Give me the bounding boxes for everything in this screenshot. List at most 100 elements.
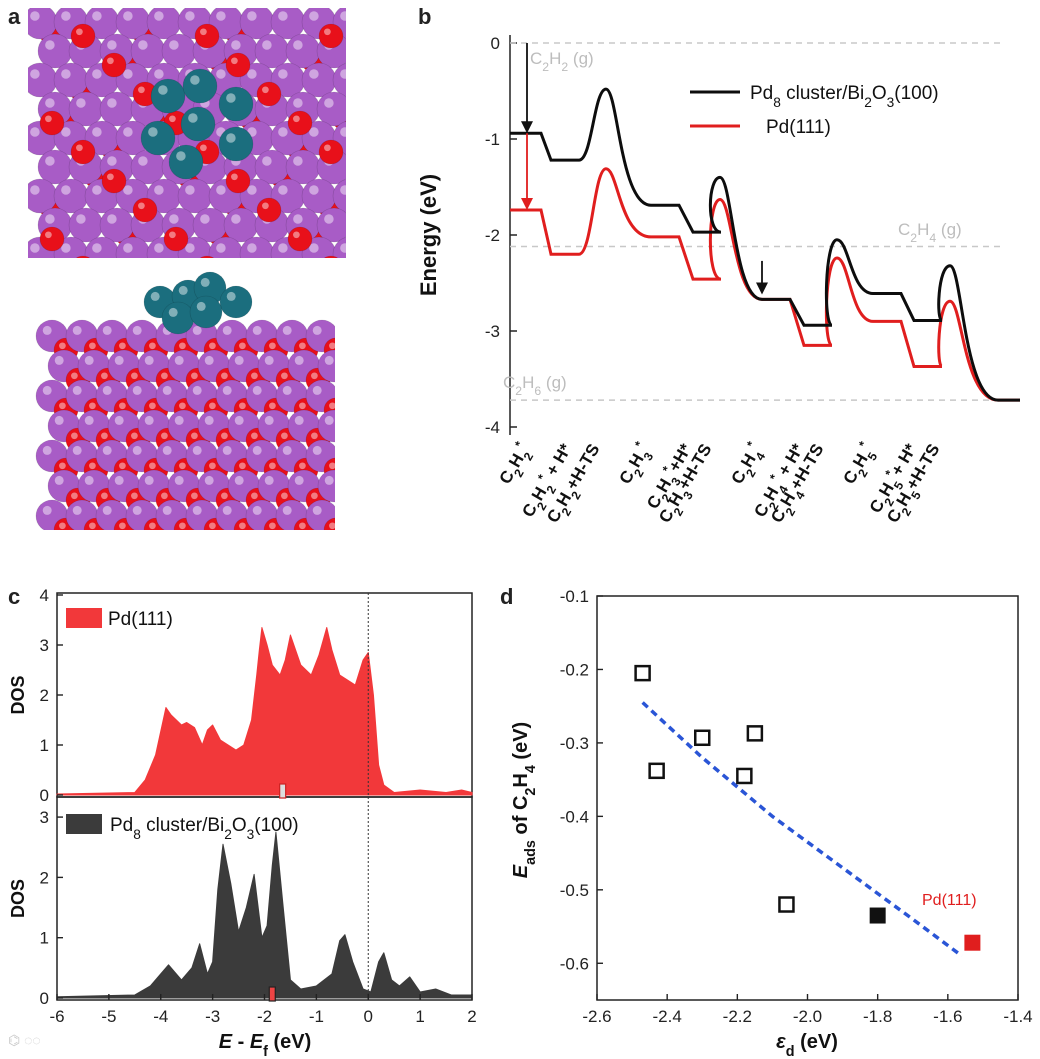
bismuth-atom-highlight — [42, 505, 52, 515]
palladium-atom-highlight — [200, 277, 210, 287]
oxygen-atom-highlight — [251, 372, 258, 380]
reference-label-c2h2-part: (g) — [568, 49, 594, 68]
oxygen-atom-highlight — [119, 462, 126, 470]
bismuth-atom — [28, 178, 58, 214]
oxygen-atom-highlight — [209, 522, 216, 530]
bismuth-atom-highlight — [216, 69, 226, 79]
bismuth-atom-highlight — [30, 243, 40, 253]
bismuth-atom-highlight — [72, 385, 82, 395]
bismuth-atom-highlight — [234, 355, 244, 365]
bismuth-atom — [192, 207, 228, 243]
state-label-part: * — [535, 472, 550, 483]
palladium-atom-highlight — [148, 127, 158, 137]
legend-label-pd8-part: O — [872, 83, 887, 104]
bismuth-atom-highlight — [30, 185, 40, 195]
bismuth-atom-highlight — [144, 475, 154, 485]
palladium-atom — [168, 144, 204, 180]
oxygen-atom-highlight — [200, 260, 207, 267]
oxygen-atom-highlight — [149, 402, 156, 410]
bottom-y-tick-label: 0 — [40, 989, 49, 1008]
oxygen-atom — [363, 164, 387, 188]
oxygen-atom-highlight — [149, 342, 156, 350]
bismuth-atom-highlight — [324, 475, 334, 485]
bismuth-atom-highlight — [231, 40, 241, 50]
bismuth-atom — [68, 91, 104, 127]
legend-label-pd8-part: Pd — [110, 815, 133, 836]
oxygen-atom — [225, 168, 251, 194]
oxygen-atom — [318, 139, 344, 165]
oxygen-atom — [348, 77, 372, 101]
oxygen-atom-highlight — [269, 462, 276, 470]
c2h4-desorption-arrow-head — [756, 282, 768, 295]
oxygen-atom-highlight — [76, 144, 83, 152]
watermark-logo: ⌬ ◌◌ — [8, 1032, 41, 1048]
bismuth-atom-highlight — [222, 445, 232, 455]
scatter-x-tick-label: -2.4 — [653, 1007, 682, 1026]
oxygen-atom-highlight — [299, 402, 306, 410]
legend-swatch-pd8 — [66, 814, 102, 834]
bismuth-atom-highlight — [324, 214, 334, 224]
bismuth-atom-highlight — [293, 40, 303, 50]
bismuth-atom — [285, 149, 321, 185]
bismuth-atom-highlight — [355, 40, 365, 50]
legend-label-pd8-part: 2 — [224, 827, 232, 842]
palladium-atom — [218, 126, 254, 162]
legend-label-pd8-part: (100) — [254, 815, 298, 836]
bismuth-atom-highlight — [355, 98, 365, 108]
oxygen-atom — [287, 226, 313, 252]
reference-label-c2h4-part: 4 — [929, 231, 936, 245]
bismuth-atom-highlight — [247, 243, 257, 253]
bismuth-atom-highlight — [185, 11, 195, 21]
bismuth-atom-highlight — [192, 385, 202, 395]
scatter-y-tick-label: -0.4 — [560, 807, 589, 826]
oxygen-atom — [348, 251, 372, 275]
bismuth-atom-highlight — [54, 355, 64, 365]
bismuth-atom-highlight — [278, 243, 288, 253]
bismuth-atom-highlight — [45, 156, 55, 166]
oxygen-atom-highlight — [262, 86, 269, 94]
scatter-xlabel-part: ε — [776, 1031, 786, 1053]
bismuth-atom-highlight — [30, 69, 40, 79]
reference-label-c2h4-part: C — [898, 220, 910, 239]
bismuth-atom-highlight — [264, 415, 274, 425]
dos-xlabel: E - Ef (eV) — [219, 1031, 312, 1059]
bismuth-atom-highlight — [45, 98, 55, 108]
oxygen-atom-highlight — [149, 522, 156, 530]
bismuth-atom — [28, 8, 58, 40]
palladium-atom-highlight — [190, 75, 200, 85]
bismuth-atom-highlight — [309, 185, 319, 195]
bismuth-atom-highlight — [72, 325, 82, 335]
panel-d-scatter: -0.1 -0.2 -0.3 -0.4 -0.5 -0.6 -2.6 -2.4 -2.2 -2.0… — [510, 587, 1033, 1059]
panel-a-label: a — [8, 4, 21, 29]
legend-label-pd8-part: Pd — [750, 83, 773, 104]
scatter-xlabel: εd (eV) — [776, 1031, 838, 1059]
bismuth-atom-highlight — [61, 243, 71, 253]
oxygen-atom-highlight — [311, 432, 318, 440]
oxygen-atom-highlight — [200, 28, 207, 36]
bismuth-atom-highlight — [282, 505, 292, 515]
trend-fit-line — [641, 701, 963, 958]
bismuth-atom — [84, 236, 120, 258]
oxygen-atom-highlight — [119, 402, 126, 410]
bismuth-atom-highlight — [76, 214, 86, 224]
scatter-ylabel-part: E — [510, 864, 532, 878]
oxygen-atom — [39, 110, 65, 136]
palladium-atom — [218, 86, 254, 122]
scatter-ylabel-part: 2 — [523, 788, 539, 796]
oxygen-atom-highlight — [353, 81, 360, 88]
reference-label-c2h4-part: H — [917, 220, 929, 239]
state-label-part: * — [660, 464, 675, 475]
oxygen-atom-highlight — [179, 522, 186, 530]
scatter-x-tick-label: -1.8 — [863, 1007, 892, 1026]
reference-label-c2h6-part: 2 — [515, 384, 522, 398]
oxygen-atom — [336, 368, 360, 392]
bismuth-atom — [130, 33, 166, 69]
reference-label-c2h6-part: C — [503, 373, 515, 392]
bismuth-atom — [161, 33, 197, 69]
reference-label-c2h6: C2H6 (g) — [503, 373, 567, 398]
bismuth-atom-highlight — [355, 214, 365, 224]
bismuth-atom-highlight — [45, 214, 55, 224]
bismuth-atom-highlight — [169, 40, 179, 50]
scatter-x-tick-label: -2.6 — [582, 1007, 611, 1026]
